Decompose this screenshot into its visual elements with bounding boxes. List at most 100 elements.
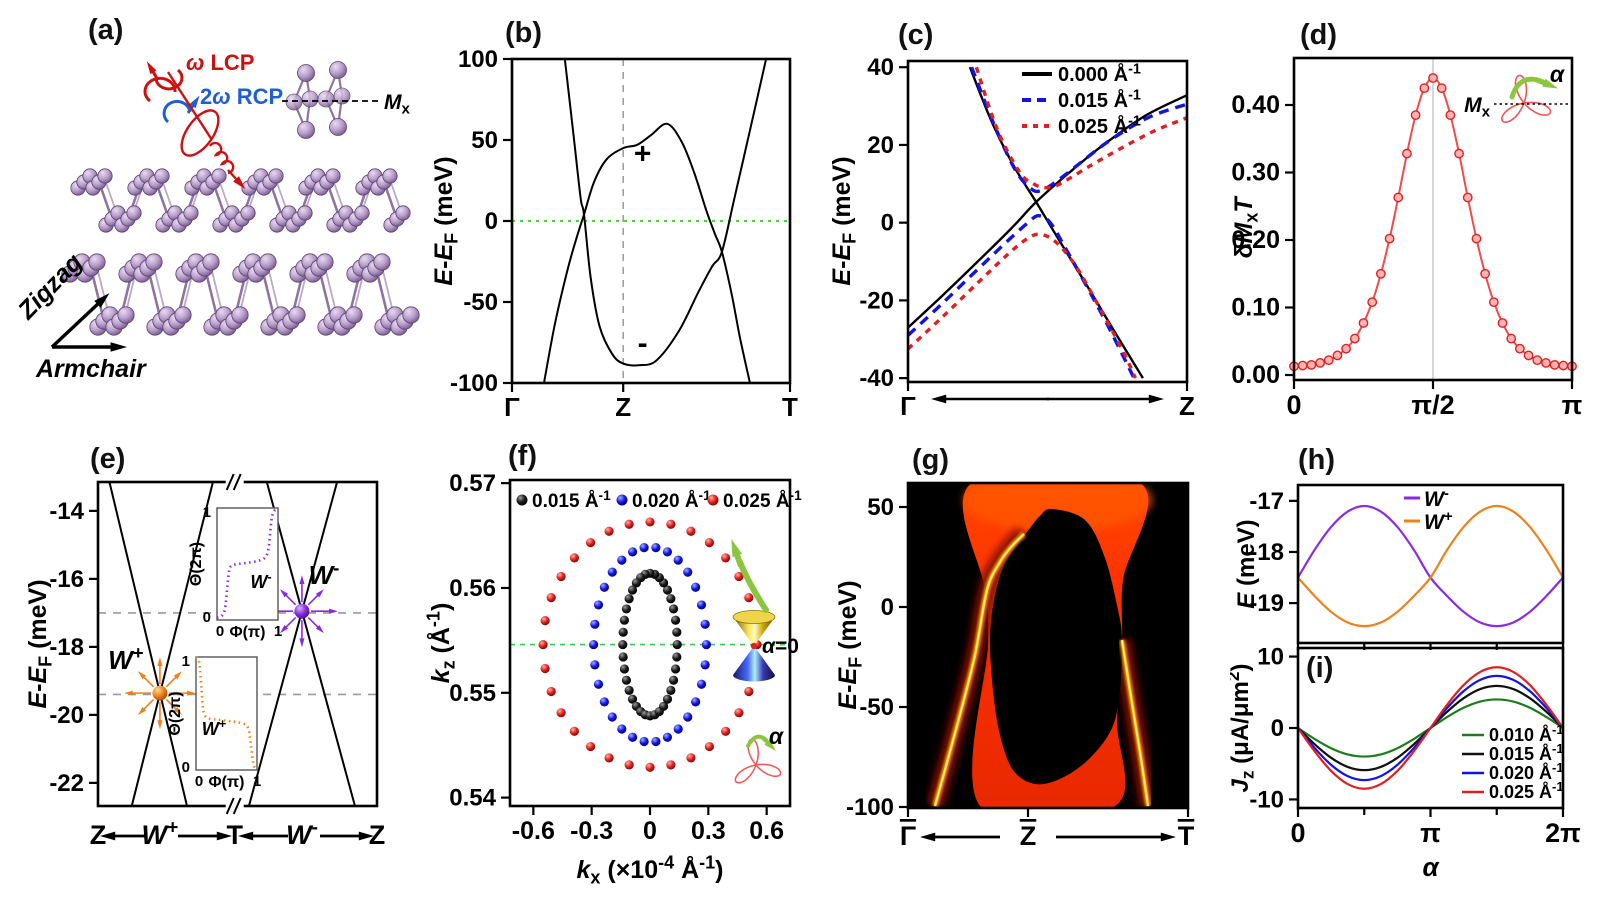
y-axis-label: Jz (μA/μm2)	[1230, 664, 1257, 793]
y-tick-label: -100	[846, 794, 894, 821]
lower-cone	[733, 646, 775, 682]
band-zoom-plot: 40 20 0 -20 -40Γ Z 0.000 Å-10.015 Å-10.025 Å-1…	[830, 54, 1195, 421]
fermi-surface-plot: 0.57 0.56 0.55 0.54 -0.6 -0.3 0 0.3 0.6 kx (×10-4…	[424, 470, 803, 887]
rcp-label: 2ω RCP	[200, 84, 283, 109]
x-tick-label: Γ	[900, 391, 916, 421]
lattice-atoms	[70, 168, 411, 233]
x-tick-label: T	[226, 820, 243, 850]
light-spirals: ω LCP 2ω RCP	[143, 50, 283, 190]
projected-pocket	[989, 508, 1123, 785]
pocket-sign-label: -	[638, 327, 648, 360]
inset-y-label: Θ(2π)	[167, 691, 184, 735]
panel-label-h: (h)	[1298, 444, 1336, 476]
band-curves	[908, 66, 1187, 379]
series-band-A	[563, 59, 768, 367]
panel-a-crystal-structure: Mx ω LCP 2ω RCP Zigzag Armchair	[12, 50, 420, 383]
legend-label: W-	[1424, 485, 1449, 511]
panel-label-i: (i)	[1306, 652, 1334, 684]
x-tick-label: T	[782, 392, 798, 422]
legend-label: 0.020 Å-1	[632, 488, 711, 512]
lcp-label: ω LCP	[186, 50, 254, 75]
mirror-inset: Mx	[282, 61, 411, 139]
weyl-point-marker	[294, 603, 310, 619]
alpha-label: α	[1550, 61, 1566, 87]
x-tick-label: π/2	[1411, 390, 1454, 420]
y-tick-label: 0.57	[449, 470, 496, 497]
y-tick-label: -18	[1249, 539, 1284, 566]
y-tick-label: 0	[1271, 715, 1284, 742]
x-tick-label: Γ	[900, 821, 916, 851]
legend: W-W+	[1404, 485, 1453, 534]
x-axis-label: α	[1422, 852, 1440, 882]
inset-tick: 0	[195, 773, 203, 790]
weyl-point-marker	[152, 685, 168, 701]
y-tick-label: 50	[471, 127, 498, 154]
y-tick-label: -14	[49, 498, 84, 525]
y-tick-label: -40	[859, 365, 894, 392]
current-vs-alpha-plot: 100-100π2παJz (μA/μm2)0.010 Å-10.015 Å-1…	[1230, 644, 1581, 882]
inset-tick: 0	[203, 609, 211, 626]
lattice-atoms	[61, 253, 420, 336]
legend-label: 0.010 Å-1	[1489, 722, 1564, 745]
y-tick-label: -50	[463, 289, 498, 316]
y-tick-label: -19	[1249, 590, 1284, 617]
y-tick-label: 50	[867, 494, 894, 521]
rose-curve	[734, 738, 782, 784]
y-tick-label: 0.56	[449, 575, 496, 602]
series-band-B	[542, 122, 751, 383]
x-tick-label: π	[1562, 390, 1583, 420]
legend-label: 0.000 Å-1	[1058, 61, 1141, 86]
legend-label: 0.025 Å-1	[723, 488, 802, 512]
inset-y-label: Θ(2π)	[188, 542, 205, 586]
legend: 0.010 Å-10.015 Å-10.020 Å-10.025 Å-1	[1462, 722, 1564, 802]
x-tick-label: Z	[1179, 391, 1195, 421]
x-tick-label: Z	[615, 392, 631, 422]
zigzag-label: Zigzag	[12, 248, 88, 325]
x-tick-label: 0	[1286, 390, 1301, 420]
x-axis-label: α	[1425, 422, 1443, 430]
y-tick-label: 0	[881, 594, 894, 621]
inset-tick: 0	[216, 623, 224, 640]
cone-alpha-label: α=0	[762, 635, 799, 658]
panel-label-g: (g)	[912, 444, 950, 476]
alpha-label: α	[769, 723, 785, 749]
panel-hi-alpha-dependence: -17-18-19W-W+E (meV)100-100π2παJz (μA/μm…	[1230, 483, 1581, 882]
y-tick-label: 0	[881, 210, 894, 237]
berry-phase-curve	[194, 656, 258, 771]
y-tick-label: 0.20	[1231, 226, 1280, 254]
ring-0.020	[589, 543, 711, 747]
series-0.025-lower	[908, 232, 1137, 379]
y-tick-label: -20	[859, 287, 894, 314]
x-tick-label: W-	[286, 817, 318, 850]
y-tick-label: 10	[1257, 644, 1284, 671]
series-0.025-upper	[974, 66, 1187, 190]
rose-inset: α	[734, 723, 785, 784]
mirror-label: Mx	[1464, 94, 1491, 121]
y-tick-label: 20	[867, 132, 894, 159]
y-tick-label: 0.40	[1231, 91, 1280, 119]
band-curves	[542, 59, 768, 383]
panel-label-f: (f)	[508, 440, 537, 472]
inset-label: W-	[250, 569, 271, 592]
legend-label: 0.025 Å-1	[1058, 113, 1141, 138]
x-tick-label: 0.6	[749, 817, 784, 845]
series-W-plus	[1297, 504, 1564, 628]
x-tick-label: -0.6	[512, 817, 555, 845]
weyl-band-plot: W+W--14-16-18-20-22Z W+ T W- ZE-EF (meV)100 1…	[24, 473, 385, 850]
legend-label: 0.020 Å-1	[1489, 760, 1564, 783]
legend: 0.000 Å-10.015 Å-10.025 Å-1	[1022, 61, 1141, 138]
series-right-desc	[265, 481, 356, 807]
armchair-label: Armchair	[35, 355, 147, 383]
x-tick-label: T	[1178, 821, 1195, 851]
series-0.000-asc	[908, 94, 1187, 329]
weyl-point-label: W+	[108, 642, 144, 675]
legend-label: 0.015 Å-1	[1489, 741, 1564, 764]
x-tick-label: W+	[142, 817, 179, 850]
legend-label: 0.025 Å-1	[1489, 779, 1564, 802]
legend: 0.015 Å-1 0.020 Å-1 0.025 Å-1	[516, 488, 802, 512]
inset-x-label: Φ(π)	[229, 624, 265, 641]
y-tick-label: 0.10	[1231, 293, 1280, 321]
berry-inset-wplus: 1 00 1 Φ(π) Θ(2π) W+	[167, 653, 261, 791]
series-left-asc	[130, 481, 214, 807]
